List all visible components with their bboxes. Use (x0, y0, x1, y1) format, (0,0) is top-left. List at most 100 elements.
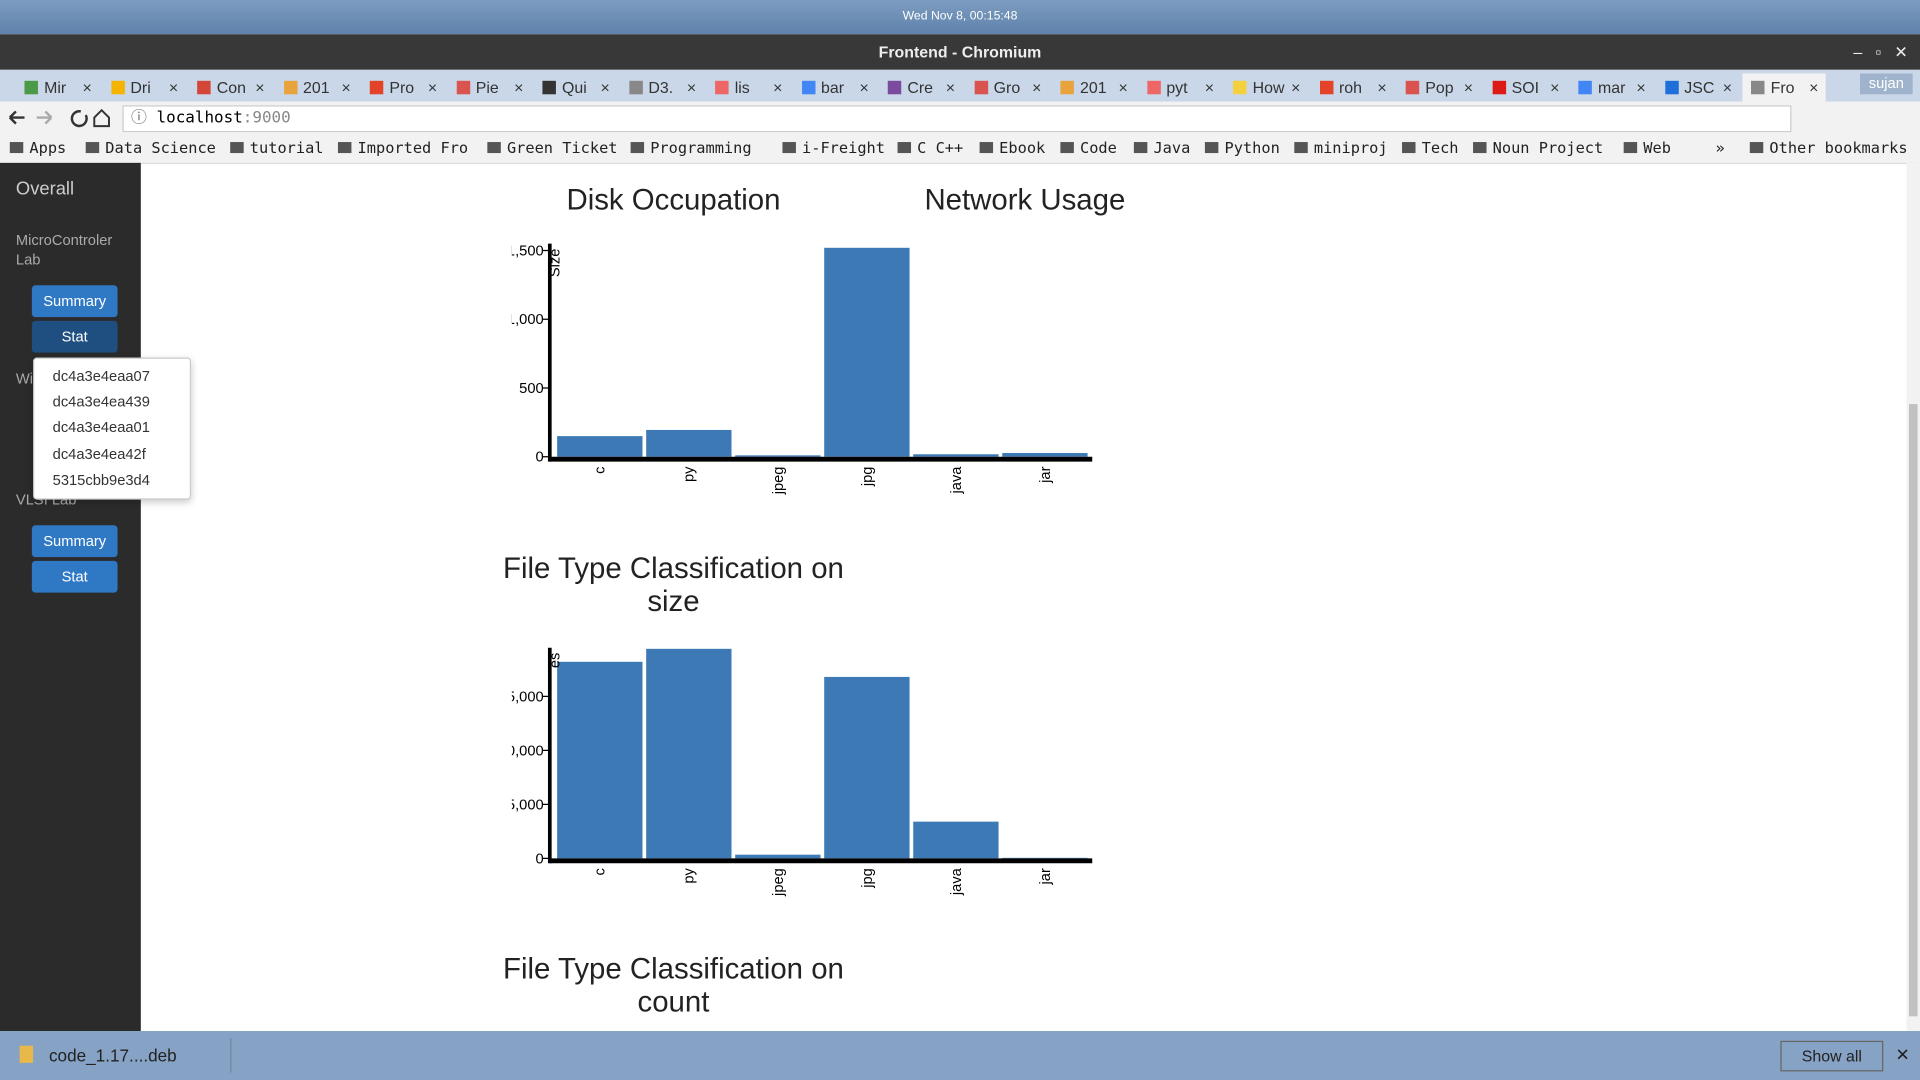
show-all-button[interactable]: Show all (1780, 1040, 1884, 1072)
bar (824, 247, 910, 457)
bar (557, 436, 643, 457)
heading: File Type Classification on size (503, 552, 844, 619)
tab[interactable]: Mir × (16, 73, 99, 101)
bookmark[interactable]: Web (1623, 138, 1671, 157)
tab[interactable]: D3. × (620, 73, 703, 101)
tab[interactable]: Dri × (102, 73, 185, 101)
folder-icon (1749, 142, 1764, 154)
lab-name: MicroControler Lab (15, 231, 113, 269)
download-bar: code_1.17....deb Show all ✕ (0, 1031, 1920, 1080)
tab-close: × (427, 78, 438, 97)
bookmark[interactable]: tutorial (230, 138, 324, 157)
tab-icon (628, 80, 643, 95)
dropdown-item[interactable]: dc4a3e4ea439 (52, 393, 150, 411)
summary-button[interactable]: Summary (31, 285, 118, 318)
bookmark[interactable]: Python (1204, 138, 1280, 157)
tab-close: × (600, 78, 610, 97)
bar (735, 455, 821, 457)
bookmark[interactable]: C C++ (897, 138, 964, 157)
folder-icon (1623, 142, 1638, 154)
tab[interactable]: Fro × (1742, 73, 1826, 102)
window-controls[interactable]: – ▫ ✕ (1853, 42, 1908, 62)
tab-icon (24, 80, 38, 95)
dropdown-item[interactable]: dc4a3e4ea42f (52, 445, 146, 463)
x-tick-label: jar (1038, 466, 1054, 483)
tab[interactable]: Pop × (1397, 73, 1480, 101)
tab[interactable]: Con × (189, 73, 272, 101)
profile[interactable]: sujan (1860, 73, 1913, 95)
close-button[interactable]: ✕ (1895, 1044, 1910, 1065)
tab[interactable]: SOI × (1483, 73, 1566, 101)
tab-close: × (82, 78, 92, 97)
tab-icon (887, 80, 902, 95)
tab-close: × (255, 78, 265, 97)
tab-title: Pop (1425, 78, 1454, 97)
y-tick-label: 1,000 (512, 312, 544, 328)
tab-title: SOI (1511, 78, 1540, 97)
tab[interactable]: JSC × (1656, 73, 1739, 101)
bookmark-label: miniproj (1313, 138, 1388, 157)
tab[interactable]: Gro × (966, 73, 1049, 101)
bookmark-label: C C++ (917, 138, 964, 157)
address-bar[interactable]: ⓘ localhost:9000 (122, 105, 1792, 133)
bookmark[interactable]: Noun Project (1473, 138, 1603, 157)
bookmark[interactable]: Data Science (85, 138, 216, 157)
window-title: Frontend - Chromium (878, 42, 1042, 62)
heading: Network Usage (924, 183, 1126, 217)
tab[interactable]: How × (1224, 73, 1307, 101)
tab[interactable]: lis × (707, 73, 790, 101)
tab[interactable]: roh × (1311, 73, 1394, 101)
tab[interactable]: 201 × (275, 73, 358, 101)
tab[interactable]: bar × (793, 73, 876, 101)
bookmark[interactable]: Apps (9, 138, 66, 157)
tab-icon (197, 80, 211, 95)
bar (1002, 857, 1088, 859)
tab-title: 201 (1080, 78, 1107, 97)
overall-link[interactable]: Overall (15, 178, 75, 200)
bar (557, 661, 643, 859)
tab[interactable]: 201 × (1052, 73, 1135, 101)
bookmark[interactable]: Imported Fro (337, 138, 468, 157)
tab-title: Gro (993, 78, 1021, 97)
bookmark[interactable]: miniproj (1294, 138, 1388, 157)
stat-button[interactable]: Stat (31, 320, 118, 353)
y-tick-label: 0 (536, 450, 544, 466)
bookmark[interactable]: Java (1133, 138, 1190, 157)
tab-close: × (1204, 78, 1215, 97)
dropdown-item[interactable]: dc4a3e4eaa07 (52, 367, 150, 385)
bookmark[interactable]: Code (1060, 138, 1117, 157)
download-file[interactable]: code_1.17....deb (48, 1045, 177, 1066)
tab-icon (1492, 80, 1506, 95)
nav-buttons[interactable] (5, 107, 115, 129)
bookmark[interactable]: Ebook (979, 138, 1045, 157)
tab-icon (1578, 80, 1592, 95)
stat-button[interactable]: Stat (31, 560, 118, 593)
dropdown-item[interactable]: 5315cbb9e3d4 (52, 471, 150, 489)
bookmark-label: Green Ticket (506, 138, 618, 157)
tab[interactable]: Pro × (361, 73, 444, 101)
bookmark[interactable]: Tech (1402, 138, 1459, 157)
tab[interactable]: pyt × (1138, 73, 1221, 101)
tab-close: × (1377, 78, 1387, 97)
bar-chart: 0 500 1,000 1,500 c py jpeg jpg java jar Size (512, 243, 1093, 495)
tab[interactable]: Pie × (448, 73, 531, 101)
tab-title: How (1252, 78, 1285, 97)
bookmark[interactable]: i-Freight (782, 138, 885, 157)
tab-title: Pie (475, 78, 499, 97)
folder-icon (1133, 142, 1148, 154)
tab[interactable]: mar × (1570, 73, 1653, 101)
tab-title: Qui (562, 78, 587, 97)
heading: Disk Occupation (566, 183, 781, 217)
tab-close: × (1032, 78, 1042, 97)
tab[interactable]: Qui × (534, 73, 617, 101)
scrollbar[interactable] (1906, 162, 1920, 1032)
bar (824, 676, 910, 859)
summary-button[interactable]: Summary (31, 525, 118, 558)
bookmark[interactable]: Green Ticket (487, 138, 618, 157)
tab-close: × (1550, 78, 1560, 97)
tab-title: roh (1338, 78, 1362, 97)
tab-icon (283, 80, 297, 95)
dropdown-item[interactable]: dc4a3e4eaa01 (52, 419, 150, 437)
tab[interactable]: Cre × (879, 73, 962, 101)
bookmark[interactable]: Programming (630, 138, 752, 157)
